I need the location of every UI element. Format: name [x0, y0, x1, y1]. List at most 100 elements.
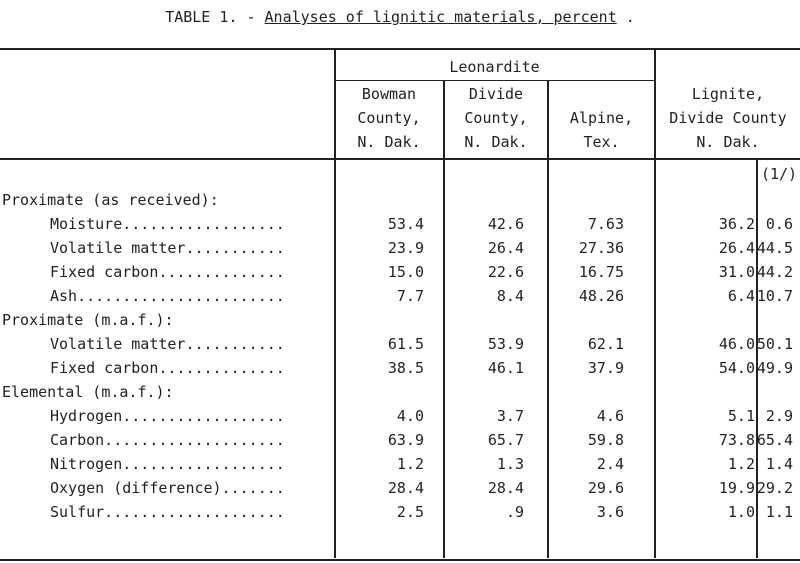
table-cell: 7.7 — [396, 287, 424, 305]
table-row: Proximate (m.a.f.): — [0, 308, 800, 332]
table-cell: 73.8 — [718, 431, 755, 449]
header-divide-county: Divide County, N. Dak. — [445, 82, 547, 154]
table-cell: 46.0 — [718, 335, 755, 353]
table-row: Sulfur.................... 2.5 .9 3.6 1.0 1.1 — [0, 500, 800, 524]
table-cell: 31.0 — [718, 263, 755, 281]
table-cell: 2.4 — [596, 455, 624, 473]
table-cell: 37.9 — [587, 359, 624, 377]
section-label: Elemental (m.a.f.): — [2, 383, 174, 401]
table-cell: 63.9 — [387, 431, 424, 449]
table-row: Carbon.................... 63.9 65.7 59.8 73… — [0, 428, 800, 452]
row-label: Moisture.................. — [50, 215, 285, 233]
table-cell: 65.4 — [756, 431, 793, 449]
table-cell: 2.9 — [765, 407, 793, 425]
table-cell: 46.1 — [487, 359, 524, 377]
header-lignite-divide-county: Lignite, Divide County N. Dak. — [656, 82, 800, 154]
table-cell: 62.1 — [587, 335, 624, 353]
header-line: N. Dak. — [464, 133, 528, 151]
row-label: Carbon.................... — [50, 431, 285, 449]
table-cell: 61.5 — [387, 335, 424, 353]
row-label: Volatile matter........... — [50, 239, 285, 257]
header-line: N. Dak. — [357, 133, 421, 151]
row-label: Ash....................... — [50, 287, 285, 305]
table-cell: 19.9 — [718, 479, 755, 497]
table-cell: 42.6 — [487, 215, 524, 233]
table-row: Volatile matter........... 61.5 53.9 62.1 46… — [0, 332, 800, 356]
header-bottom-rule — [0, 158, 800, 160]
caption-title: Analyses of lignitic materials, percent — [264, 8, 617, 26]
table-cell: 5.1 — [727, 407, 755, 425]
header-line: Divide — [468, 85, 524, 103]
header-line: N. Dak. — [696, 133, 760, 151]
header-bowman-county: Bowman County, N. Dak. — [335, 82, 443, 154]
table-caption: TABLE 1. - Analyses of lignitic material… — [0, 8, 800, 26]
top-rule — [0, 48, 800, 50]
header-line: Divide County — [669, 109, 787, 127]
table-cell: 59.8 — [587, 431, 624, 449]
section-label: Proximate (m.a.f.): — [2, 311, 174, 329]
table-cell: 65.7 — [487, 431, 524, 449]
header-line: Bowman — [361, 85, 417, 103]
header-line: County, — [357, 109, 421, 127]
table-row: Oxygen (difference)....... 28.4 28.4 29.6 19… — [0, 476, 800, 500]
row-label: Oxygen (difference)....... — [50, 479, 285, 497]
column-divider — [443, 80, 445, 558]
row-label: Volatile matter........... — [50, 335, 285, 353]
table-cell: 2.5 — [396, 503, 424, 521]
table-cell: 22.6 — [487, 263, 524, 281]
table-cell: 3.7 — [496, 407, 524, 425]
table-cell: 49.9 — [756, 359, 793, 377]
table-cell: 54.0 — [718, 359, 755, 377]
table-cell: 44.5 — [756, 239, 793, 257]
footnote-marker: (1/) — [760, 165, 798, 183]
header-line: Alpine, — [569, 109, 634, 127]
table-cell: 26.4 — [718, 239, 755, 257]
table-row: Fixed carbon.............. 15.0 22.6 16.75 3… — [0, 260, 800, 284]
table-cell: 16.75 — [578, 263, 624, 281]
table-row: Elemental (m.a.f.): — [0, 380, 800, 404]
table-cell: 36.2 — [718, 215, 755, 233]
table-cell: 1.2 — [396, 455, 424, 473]
table-row: Volatile matter........... 23.9 26.4 27.36 2… — [0, 236, 800, 260]
row-label: Nitrogen.................. — [50, 455, 285, 473]
header-line: Tex. — [583, 133, 620, 151]
table-cell: .9 — [505, 503, 524, 521]
bottom-rule — [0, 559, 800, 561]
table-cell: 23.9 — [387, 239, 424, 257]
table-cell: 1.0 — [727, 503, 755, 521]
caption-suffix: . — [616, 8, 635, 26]
header-line: County, — [464, 109, 528, 127]
table-cell: 28.4 — [387, 479, 424, 497]
table-cell: 3.6 — [596, 503, 624, 521]
header-alpine-tex: Alpine, Tex. — [549, 106, 654, 154]
row-label: Sulfur.................... — [50, 503, 285, 521]
table-cell: 53.9 — [487, 335, 524, 353]
column-divider — [547, 80, 549, 558]
row-label: Fixed carbon.............. — [50, 263, 285, 281]
section-label: Proximate (as received): — [2, 191, 219, 209]
table-cell: 8.4 — [496, 287, 524, 305]
table-cell: 38.5 — [387, 359, 424, 377]
table-cell: 50.1 — [756, 335, 793, 353]
table-row: Nitrogen.................. 1.2 1.3 2.4 1.2 1.… — [0, 452, 800, 476]
table-cell: 29.6 — [587, 479, 624, 497]
table-row: Hydrogen.................. 4.0 3.7 4.6 5.1 2.… — [0, 404, 800, 428]
leonardite-group-header: Leonardite — [449, 58, 540, 76]
table-row: Proximate (as received): — [0, 188, 800, 212]
table-cell: 10.7 — [756, 287, 793, 305]
table-cell: 26.4 — [487, 239, 524, 257]
table-cell: 27.36 — [578, 239, 624, 257]
row-label: Fixed carbon.............. — [50, 359, 285, 377]
table-cell: 6.4 — [727, 287, 755, 305]
table-cell: 1.4 — [765, 455, 793, 473]
table-cell: 53.4 — [387, 215, 424, 233]
table-cell: 44.2 — [756, 263, 793, 281]
table-row: Ash....................... 7.7 8.4 48.26 6.4… — [0, 284, 800, 308]
table-cell: 1.3 — [496, 455, 524, 473]
table-cell: 0.6 — [765, 215, 793, 233]
table-row: Moisture.................. 53.4 42.6 7.63 36… — [0, 212, 800, 236]
table-cell: 1.1 — [765, 503, 793, 521]
leonardite-group-rule — [335, 80, 655, 81]
column-divider — [756, 160, 758, 558]
table-cell: 48.26 — [578, 287, 624, 305]
